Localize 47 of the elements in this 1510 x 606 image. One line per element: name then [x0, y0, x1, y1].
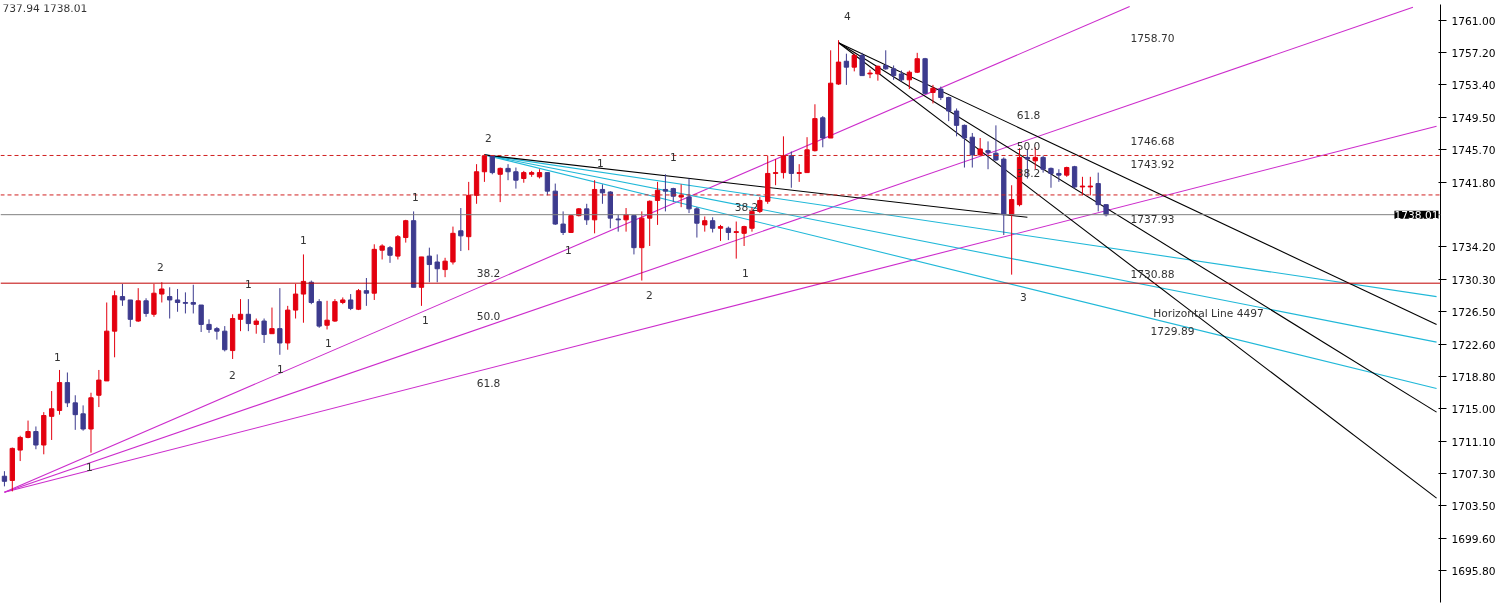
y-tick-label: 1753.40 — [1451, 78, 1496, 92]
y-tick-label: 1722.60 — [1451, 338, 1496, 352]
annotation: 1 — [325, 336, 332, 350]
y-tick-label: 1726.50 — [1451, 305, 1496, 319]
annotation: 1 — [742, 266, 749, 280]
y-tick-label: 1734.20 — [1451, 240, 1496, 254]
annotation: 4 — [844, 9, 852, 23]
annotation: 1743.92 — [1130, 157, 1175, 171]
annotation: 1 — [565, 243, 572, 257]
annotation: 1 — [422, 313, 429, 327]
annotation: 61.8 — [476, 376, 501, 390]
annotation: 1 — [597, 156, 604, 170]
annotation: 1737.93 — [1130, 212, 1175, 226]
y-tick-label: 1699.60 — [1451, 532, 1496, 546]
annotation: 2 — [646, 288, 653, 302]
annotation: 50.0 — [476, 309, 501, 323]
annotation: 1 — [86, 460, 93, 474]
y-tick-label: 1745.70 — [1451, 143, 1496, 157]
y-tick-label: 1718.80 — [1451, 370, 1496, 384]
annotation: 3 — [1020, 290, 1027, 304]
annotation: 1 — [670, 150, 677, 164]
y-tick-label: 1703.50 — [1451, 499, 1496, 513]
y-tick-label: 1761.00 — [1451, 14, 1496, 28]
y-tick-label: 1749.50 — [1451, 111, 1496, 125]
annotation: 61.8 — [1016, 108, 1041, 122]
y-tick-label: 1730.30 — [1451, 273, 1496, 287]
annotation: 1 — [54, 350, 61, 364]
y-tick-label: 1707.30 — [1451, 467, 1496, 481]
annotation: 1 — [277, 362, 284, 376]
annotation: 1729.89 — [1150, 324, 1195, 338]
annotation: 2 — [485, 131, 492, 145]
annotation: 2 — [229, 368, 236, 382]
y-tick-label: 1715.00 — [1451, 402, 1496, 416]
y-tick-label: 1711.10 — [1451, 435, 1496, 449]
annotation: 50.0 — [1016, 139, 1041, 153]
annotation: 1 — [245, 277, 252, 291]
annotation: 1 — [300, 233, 307, 247]
y-tick-label: 1757.20 — [1451, 46, 1496, 60]
annotation: 1758.70 — [1130, 31, 1175, 45]
annotation: 737.94 1738.01 — [2, 2, 88, 15]
y-tick-label: 1741.80 — [1451, 176, 1496, 190]
annotation: 1 — [412, 190, 419, 204]
annotation: 38.2 — [476, 266, 501, 280]
y-tick-label: 1695.80 — [1451, 564, 1496, 578]
annotation: 2 — [157, 260, 164, 274]
annotation: 1746.68 — [1130, 134, 1175, 148]
ref-line-label: 1738.01 — [1394, 208, 1439, 222]
